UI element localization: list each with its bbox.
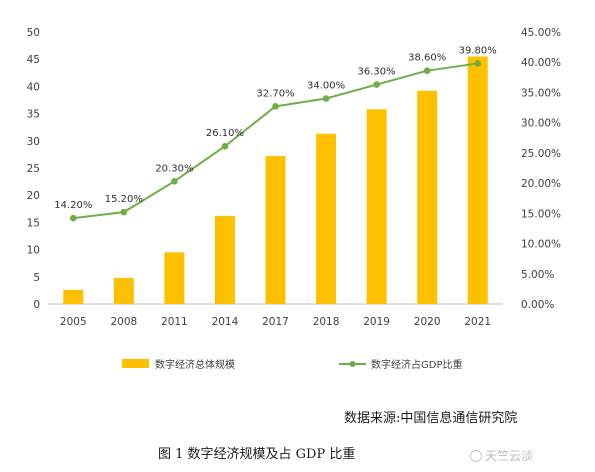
x-tick-label: 2020 <box>414 316 441 328</box>
line-point <box>69 214 77 222</box>
line-point <box>474 60 482 67</box>
x-tick-label: 2017 <box>262 316 289 328</box>
line-point <box>423 67 431 74</box>
legend-bar-swatch <box>122 359 149 368</box>
bar <box>164 252 185 304</box>
axes: 0 5 10 15 20 25 30 35 40 45 50 0.00% 5.00% 10.00% 15.0… <box>27 27 561 328</box>
data-label: 14.20% <box>54 200 92 211</box>
legend-label-bar: 数字经济总体规模 <box>155 358 235 371</box>
y-left-tick-label: 5 <box>33 272 40 284</box>
y-left-tick-label: 45 <box>27 54 40 66</box>
line-point <box>373 81 380 88</box>
y-left-tick-label: 50 <box>27 27 40 39</box>
data-label: 20.30% <box>155 163 193 174</box>
y-right-tick-label: 15.00% <box>521 208 561 220</box>
y-right-tick-label: 0.00% <box>521 299 554 311</box>
source-note: 数据来源:中国信息通信研究院 <box>344 411 518 426</box>
line-point <box>221 142 229 150</box>
y-right-tick-label: 10.00% <box>521 239 561 251</box>
bar <box>467 56 488 305</box>
bar <box>417 90 438 304</box>
line-point <box>272 103 279 110</box>
x-tick-label: 2008 <box>110 316 137 328</box>
watermark-text: 天竺云淡 <box>485 449 534 463</box>
y-left-tick-label: 30 <box>27 136 40 148</box>
x-tick-label: 2019 <box>363 316 390 328</box>
bar <box>214 215 235 304</box>
y-right-tick-label: 45.00% <box>521 27 561 39</box>
y-left-tick-label: 25 <box>27 163 40 175</box>
y-left-tick-label: 20 <box>27 190 40 202</box>
data-label: 26.10% <box>206 128 244 139</box>
y-left-tick-label: 10 <box>27 245 40 257</box>
legend: 数字经济总体规模 数字经济占GDP比重 <box>122 358 462 371</box>
data-label: 38.60% <box>408 53 446 64</box>
bar <box>265 156 286 304</box>
legend-line-marker <box>349 361 356 367</box>
y-right-tick-label: 30.00% <box>521 118 561 130</box>
line-point <box>120 208 128 216</box>
y-left-tick-label: 15 <box>27 217 40 229</box>
y-right-tick-label: 35.00% <box>521 87 561 99</box>
x-tick-label: 2014 <box>212 316 239 328</box>
y-left-tick-label: 35 <box>27 109 40 121</box>
y-right-tick-label: 20.00% <box>521 178 561 190</box>
x-tick-label: 2018 <box>313 316 340 328</box>
data-labels: 14.20% 15.20% 20.30% 26.10% 32.70% 34.00% 36.3… <box>54 45 497 211</box>
data-label: 15.20% <box>105 194 143 205</box>
x-tick-label: 2021 <box>464 316 491 328</box>
y-left-tick-label: 0 <box>33 299 40 311</box>
bar <box>316 133 337 304</box>
y-right-tick-label: 40.00% <box>521 57 561 69</box>
x-tick-label: 2005 <box>60 316 87 328</box>
y-right-tick-label: 5.00% <box>521 269 554 281</box>
y-left-tick-label: 40 <box>27 81 40 93</box>
x-tick-label: 2011 <box>161 316 188 328</box>
data-label: 36.30% <box>358 67 396 78</box>
bar <box>366 109 387 304</box>
bar <box>63 289 84 304</box>
bar-series <box>63 56 488 305</box>
figure-caption: 图 1 数字经济规模及占 GDP 比重 <box>158 447 356 462</box>
chart: 0 5 10 15 20 25 30 35 40 45 50 0.00% 5.00% 10.00% 15.0… <box>27 27 561 371</box>
line-point <box>171 177 178 185</box>
bar <box>113 277 134 304</box>
watermark-logo-icon <box>470 450 482 462</box>
legend-label-line: 数字经济占GDP比重 <box>371 358 462 371</box>
data-label: 39.80% <box>459 45 497 56</box>
data-label: 34.00% <box>307 80 345 91</box>
y-right-tick-label: 25.00% <box>521 148 561 160</box>
watermark: 天竺云淡 <box>470 447 533 464</box>
line-point <box>322 95 330 102</box>
data-label: 32.70% <box>256 88 294 99</box>
line-series <box>69 60 482 222</box>
